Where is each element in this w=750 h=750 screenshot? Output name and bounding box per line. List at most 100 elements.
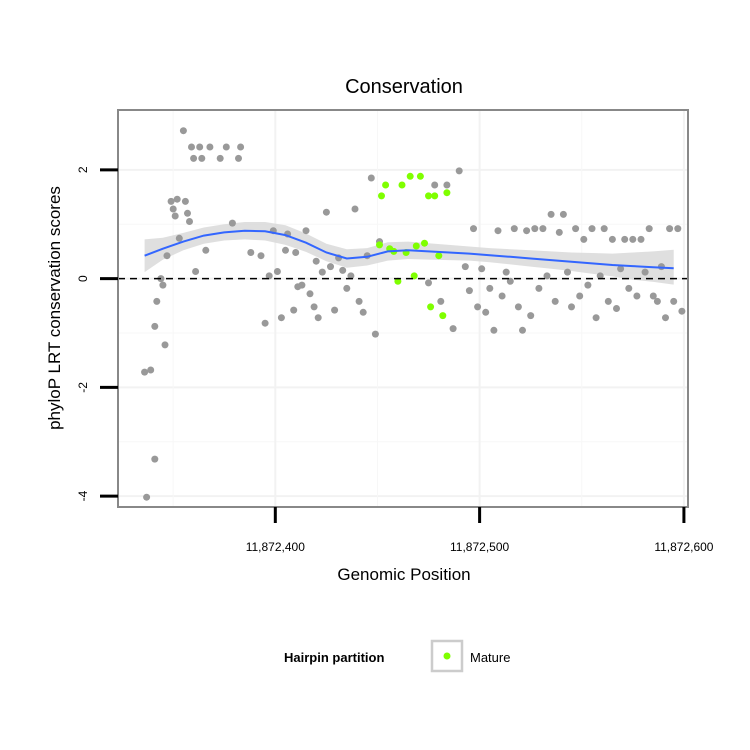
other-point [161,341,169,349]
other-point [257,252,265,260]
other-point [327,263,334,271]
other-point [551,297,559,305]
other-point [539,225,547,233]
other-point [171,212,179,220]
other-point [588,225,596,233]
other-point [465,287,473,295]
other-point [298,281,306,289]
other-point [184,209,191,217]
other-point [351,205,359,213]
other-point [486,284,494,292]
other-point [576,292,584,300]
other-point [277,314,285,322]
other-point [592,314,600,322]
other-point [523,227,531,235]
other-point [181,197,189,205]
other-point [163,252,171,260]
other-point [431,181,439,189]
other-point [621,235,629,243]
other-point [662,314,669,322]
other-point [478,265,486,273]
other-point [455,167,463,175]
other-point [235,154,242,162]
other-point [141,368,149,376]
other-point [580,235,588,243]
chart-title: Conservation [345,76,463,98]
other-point [670,297,678,305]
other-point [678,307,686,315]
other-point [596,272,604,280]
mature-point [421,239,428,247]
other-point [179,127,187,135]
other-point [322,208,330,216]
other-point [600,225,608,233]
other-point [506,277,514,285]
other-point [290,306,298,314]
legend: Hairpin partition Mature [284,639,510,673]
other-point [339,266,347,274]
legend-title: Hairpin partition [284,650,384,665]
x-axis: 11,872,400 11,872,500 11,872,600 [246,507,714,554]
panel-border [117,109,689,508]
smooth-fit-line [144,229,674,270]
x-tick-label-0: 11,872,400 [246,540,305,554]
y-axis-label: phyloP LRT conservation scores [45,186,64,430]
other-point [633,292,641,300]
other-point [302,227,310,235]
x-tick-label-2: 11,872,600 [654,540,713,554]
other-point [510,225,518,233]
other-point [359,308,367,316]
y-tick-label-1: -2 [76,382,90,393]
other-point [331,306,339,314]
other-point [535,284,543,292]
y-tick-label-2: 0 [76,275,90,282]
plot-panel [117,109,689,508]
mature-point [416,172,424,180]
other-point [649,292,657,300]
other-point [318,268,326,276]
other-point [343,284,351,292]
other-point [543,272,551,280]
other-point [196,143,204,151]
other-point [371,330,379,338]
mature-point [443,189,451,197]
other-point [173,195,181,203]
other-point [608,235,616,243]
mature-point [376,241,383,249]
mature-point [435,252,443,260]
other-point [222,143,230,151]
other-point [527,312,535,320]
other-point [282,246,289,254]
other-point [568,303,575,311]
other-point [175,234,183,242]
mature-point [410,272,418,280]
other-point [617,265,625,273]
other-point [312,257,320,265]
other-point [449,325,457,333]
other-point [190,154,198,162]
other-point [494,227,502,235]
other-point [247,249,255,256]
y-tick-label-3: 2 [76,166,90,173]
other-point [206,143,214,151]
other-point [159,281,167,289]
other-point [314,314,322,322]
other-point [653,297,661,305]
other-point [641,268,649,276]
mature-point [406,172,414,180]
other-point [355,297,363,305]
y-axis: -4 -2 0 2 [76,166,118,501]
other-point [143,493,151,501]
other-point [237,143,245,151]
other-point [637,235,645,243]
other-point [167,197,175,205]
other-point [151,455,159,463]
other-point [584,281,592,289]
mature-point [378,192,385,200]
smooth-line-layer [144,229,674,270]
other-point [261,319,269,327]
other-point [437,297,445,305]
other-point [153,297,161,305]
other-point [273,268,281,275]
other-point [192,268,200,275]
